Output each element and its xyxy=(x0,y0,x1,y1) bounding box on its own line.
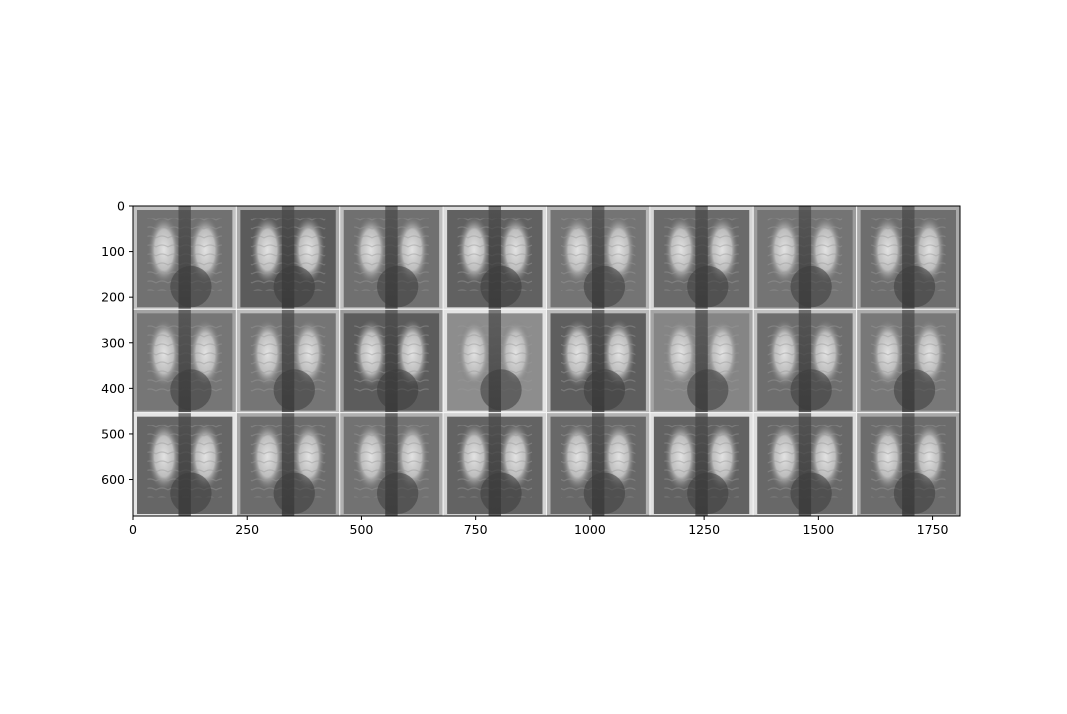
xray-tile xyxy=(442,308,547,414)
xray-tile xyxy=(339,308,444,414)
y-tick-label: 200 xyxy=(101,290,125,305)
x-tick-label: 1000 xyxy=(574,522,606,537)
xray-tile xyxy=(442,412,547,517)
xray-image-grid xyxy=(132,205,961,517)
xray-tile xyxy=(752,412,858,517)
xray-tile xyxy=(235,308,341,414)
x-tick-label: 1500 xyxy=(802,522,834,537)
x-tick-label: 0 xyxy=(129,522,137,537)
y-tick-label: 600 xyxy=(101,472,125,487)
axes-frame xyxy=(132,205,961,517)
xray-tile xyxy=(752,205,858,310)
y-tick-label: 300 xyxy=(101,335,125,350)
y-tick-label: 400 xyxy=(101,381,125,396)
y-tick-label: 0 xyxy=(117,199,125,214)
xray-tile xyxy=(442,205,547,310)
xray-tile xyxy=(235,205,341,310)
x-tick-label: 750 xyxy=(464,522,488,537)
xray-tile xyxy=(339,412,444,517)
x-tick-label: 1250 xyxy=(688,522,720,537)
x-tick-label: 1750 xyxy=(917,522,949,537)
y-tick-label: 100 xyxy=(101,244,125,259)
xray-tile xyxy=(235,412,341,517)
axes: 0 250 500 750 1000 1250 1500 1750 0 100 200 300 400 5… xyxy=(101,199,961,537)
xray-tile xyxy=(649,412,754,517)
xray-tile xyxy=(752,308,858,414)
xray-tile xyxy=(546,308,651,414)
xray-tile xyxy=(649,205,754,310)
xray-tile xyxy=(132,412,237,517)
xray-tile xyxy=(856,412,961,517)
xray-tile xyxy=(339,205,444,310)
xray-tile xyxy=(132,308,237,414)
xray-tile xyxy=(546,412,651,517)
y-tick-label: 500 xyxy=(101,426,125,441)
xray-tile xyxy=(649,308,754,414)
x-tick-label: 500 xyxy=(350,522,374,537)
xray-tile xyxy=(856,205,961,310)
xray-tile xyxy=(856,308,961,414)
x-tick-label: 250 xyxy=(235,522,259,537)
xray-tile xyxy=(546,205,651,310)
xray-tile xyxy=(132,205,237,310)
